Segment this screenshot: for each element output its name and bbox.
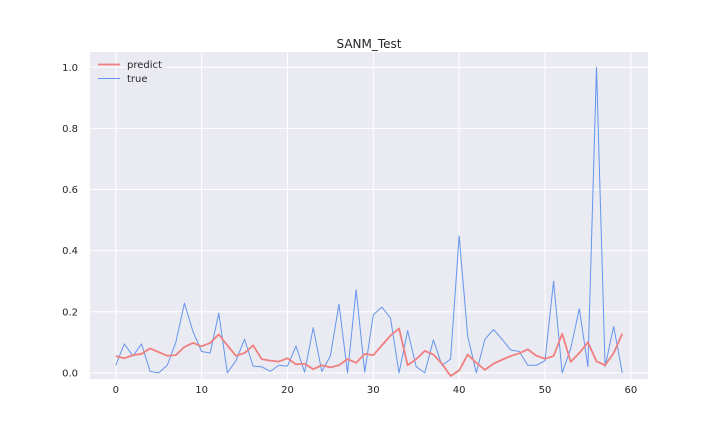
y-tick-label: 0.4: [62, 246, 78, 257]
y-tick-label: 0.0: [62, 368, 78, 379]
y-tick-label: 1.0: [62, 63, 78, 74]
x-tick-label: 0: [113, 385, 119, 396]
legend: predict true: [98, 60, 162, 85]
x-tick-label: 60: [624, 385, 637, 396]
x-tick-label: 40: [453, 385, 466, 396]
y-tick-label: 0.6: [62, 185, 78, 196]
legend-label-predict: predict: [127, 60, 162, 71]
series-line-predict: [115, 327, 624, 377]
chart-title: SANM_Test: [336, 37, 401, 51]
legend-label-true: true: [127, 74, 148, 85]
tick-labels: 0.0 0.2 0.4 0.6 0.8 1.0 0 10 20 30 40 50 60: [62, 63, 637, 396]
y-tick-label: 0.2: [62, 307, 78, 318]
series-line-true: [115, 66, 623, 374]
y-tick-label: 0.8: [62, 124, 78, 135]
x-tick-label: 20: [281, 385, 294, 396]
series-lines: [115, 66, 624, 377]
x-tick-label: 30: [367, 385, 380, 396]
x-tick-label: 10: [195, 385, 208, 396]
x-tick-label: 50: [539, 385, 552, 396]
plot-area: [90, 52, 648, 379]
